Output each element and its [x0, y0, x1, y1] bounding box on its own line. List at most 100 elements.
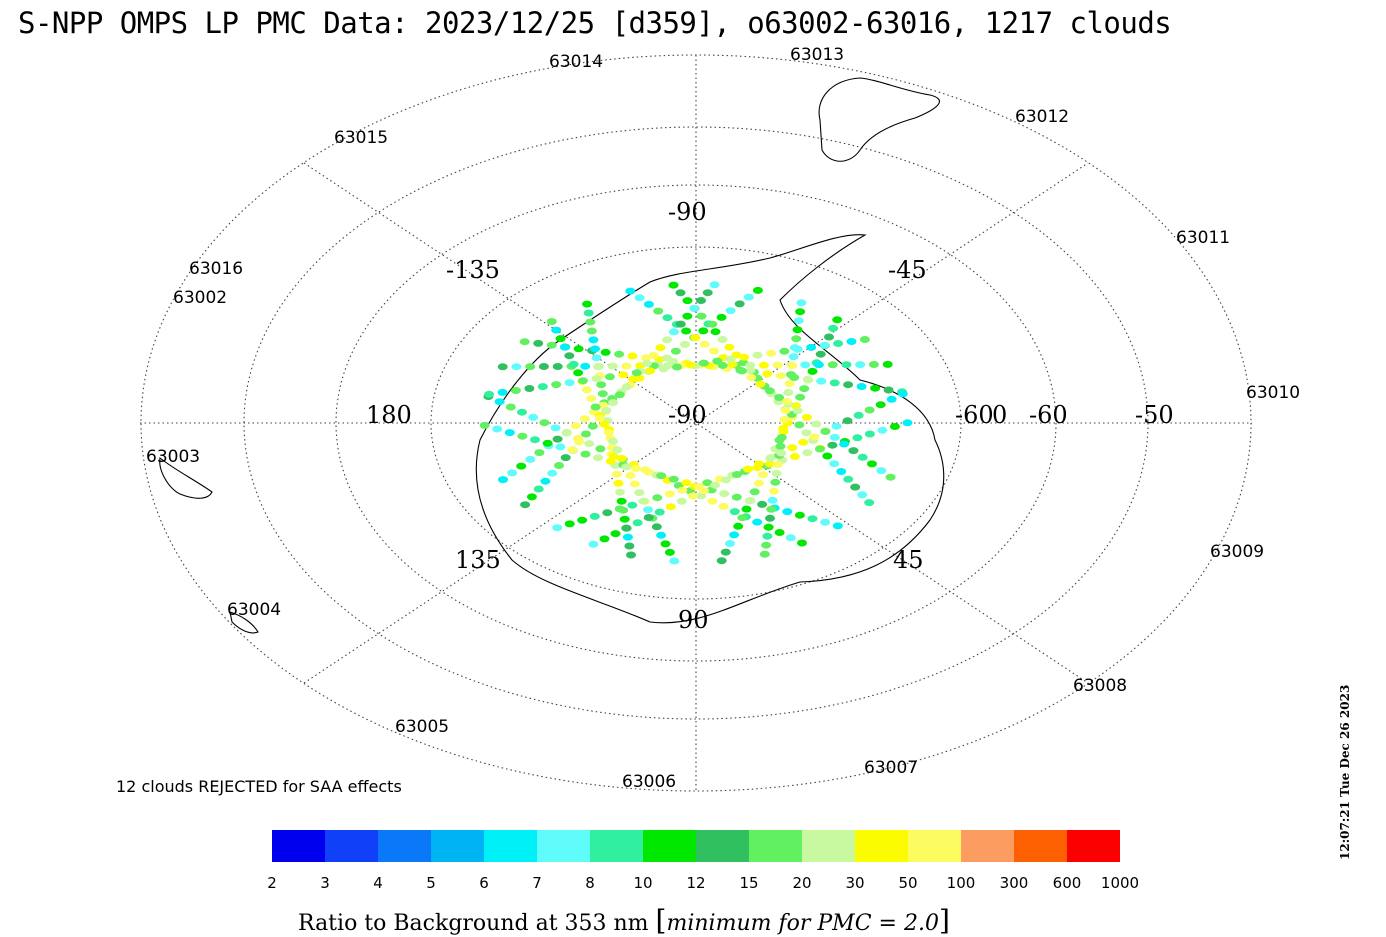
pmc-cloud-point — [520, 501, 531, 509]
bracket-close: ] — [938, 904, 950, 937]
pmc-cloud-point — [484, 390, 495, 398]
colorbar-cell — [378, 830, 431, 862]
pmc-cloud-point — [843, 381, 854, 389]
colorbar-tick-label: 1000 — [1100, 874, 1140, 892]
pmc-cloud-point — [813, 361, 824, 369]
pmc-cloud-point — [829, 433, 840, 441]
pmc-cloud-point — [546, 341, 557, 349]
latitude-circle — [335, 184, 1057, 662]
pmc-cloud-point — [725, 355, 736, 363]
pmc-cloud-point — [791, 335, 802, 343]
pmc-cloud-point — [743, 465, 754, 473]
pmc-cloud-point — [877, 426, 888, 434]
pmc-cloud-point — [555, 335, 566, 343]
pmc-cloud-point — [582, 300, 593, 308]
pmc-cloud-point — [626, 551, 636, 559]
pmc-cloud-point — [746, 374, 757, 381]
pmc-cloud-point — [702, 479, 713, 487]
pmc-cloud-point — [768, 487, 779, 495]
pmc-cloud-point — [729, 531, 740, 539]
pmc-cloud-point — [574, 438, 585, 446]
colorbar-title-italic: minimum for PMC = 2.0 — [666, 911, 939, 936]
pmc-cloud-point — [807, 515, 818, 523]
colorbar-cell — [643, 830, 696, 862]
pmc-cloud-point — [624, 542, 635, 550]
pmc-cloud-point — [798, 438, 809, 446]
pmc-cloud-point — [578, 377, 588, 385]
pmc-cloud-point — [696, 297, 706, 304]
pmc-cloud-point — [597, 390, 608, 398]
pmc-cloud-point — [788, 353, 799, 361]
page-title: S-NPP OMPS LP PMC Data: 2023/12/25 [d359… — [18, 6, 1172, 40]
pmc-cloud-point — [603, 429, 614, 437]
colorbar-cell — [484, 830, 537, 862]
pmc-cloud-point — [809, 433, 820, 441]
pmc-cloud-point — [763, 523, 774, 531]
pmc-cloud-point — [494, 398, 505, 406]
pmc-cloud-point — [526, 493, 537, 501]
pmc-cloud-point — [698, 487, 709, 495]
pmc-cloud-point — [806, 343, 817, 351]
colorbar-tick-label: 4 — [373, 874, 383, 892]
pmc-cloud-point — [681, 327, 692, 335]
pmc-cloud-point — [615, 488, 625, 496]
pmc-cloud-point — [827, 361, 838, 369]
pmc-cloud-point — [841, 361, 852, 369]
pmc-cloud-point — [594, 414, 605, 422]
colorbar-tick-label: 15 — [739, 874, 759, 892]
pmc-cloud-point — [857, 491, 868, 499]
pmc-cloud-point — [737, 514, 748, 522]
pmc-cloud-point — [664, 490, 675, 498]
colorbar-cell — [1014, 830, 1067, 862]
colorbar-tick-labels: 2 3 4 5 6 7 8 10 12 15 20 30 50 100 300 600 1000 — [0, 874, 1386, 894]
grid-label: -45 — [888, 256, 927, 284]
pmc-cloud-point — [587, 422, 598, 430]
pmc-cloud-point — [754, 460, 765, 468]
pmc-cloud-point — [627, 501, 638, 509]
colorbar-cell — [696, 830, 749, 862]
pmc-cloud-point — [559, 343, 570, 351]
pmc-cloud-point — [511, 363, 522, 371]
pmc-cloud-point — [585, 318, 596, 326]
pmc-cloud-point — [525, 455, 536, 463]
pmc-cloud-point — [689, 304, 700, 312]
pmc-cloud-point — [792, 407, 803, 415]
pmc-cloud-point — [634, 294, 645, 302]
pmc-cloud-point — [811, 420, 822, 428]
pmc-cloud-point — [643, 468, 654, 476]
pmc-cloud-point — [832, 522, 843, 530]
pmc-cloud-point — [600, 348, 611, 356]
pmc-cloud-point — [546, 318, 557, 325]
pmc-cloud-point — [551, 381, 562, 389]
pmc-cloud-point — [596, 381, 607, 389]
pmc-cloud-point — [707, 497, 718, 505]
coastline — [818, 77, 940, 162]
pmc-cloud-point — [779, 347, 790, 355]
pmc-cloud-point — [867, 460, 877, 468]
orbit-label: 63012 — [1015, 107, 1069, 127]
pmc-cloud-point — [792, 345, 803, 353]
pmc-cloud-point — [583, 309, 594, 317]
pmc-cloud-point — [654, 508, 665, 516]
pmc-cloud-point — [621, 463, 632, 471]
pmc-cloud-point — [796, 299, 807, 307]
pmc-cloud-point — [497, 363, 508, 371]
colorbar-cell — [961, 830, 1014, 862]
pmc-cloud-point — [852, 434, 863, 442]
pmc-cloud-point — [595, 445, 606, 453]
pmc-cloud-point — [648, 352, 659, 359]
colorbar-tick-label: 3 — [320, 874, 330, 892]
pmc-cloud-point — [552, 363, 563, 370]
pmc-cloud-point — [795, 393, 806, 401]
pmc-cloud-point — [814, 445, 825, 453]
pmc-cloud-point — [669, 557, 680, 565]
pmc-cloud-point — [551, 326, 562, 334]
pmc-cloud-point — [517, 432, 528, 440]
pmc-cloud-point — [765, 454, 776, 462]
grid-label: -135 — [446, 256, 500, 284]
meridian-line — [303, 162, 1089, 684]
colorbar-cell — [1067, 830, 1120, 862]
pmc-cloud-point — [621, 524, 632, 532]
pmc-cloud-point — [721, 476, 731, 484]
pmc-cloud-point — [897, 390, 908, 398]
